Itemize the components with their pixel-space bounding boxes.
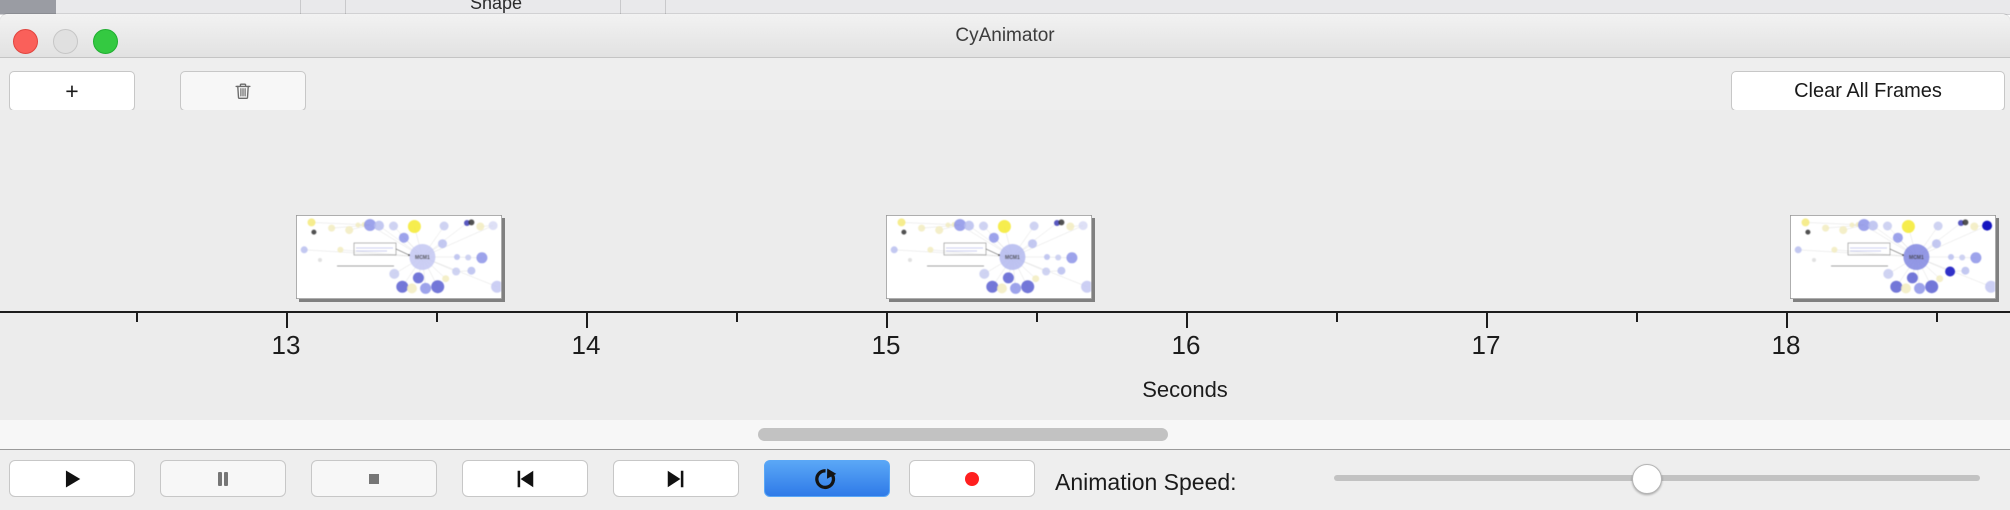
svg-text:MCM1: MCM1 <box>415 255 430 261</box>
svg-text:MCM1: MCM1 <box>1909 255 1924 261</box>
svg-text:MCM1: MCM1 <box>1005 255 1020 261</box>
